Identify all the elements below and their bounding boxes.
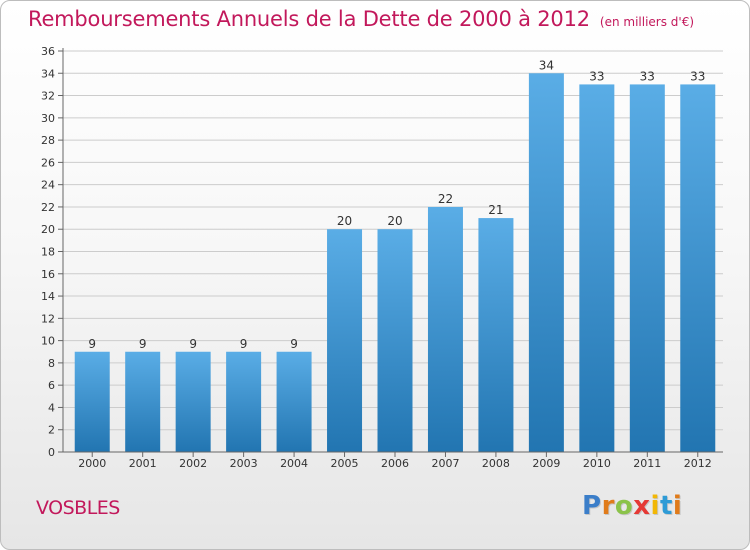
x-tick-label: 2005 [331, 457, 359, 470]
y-tick-label: 4 [48, 401, 55, 414]
bar [276, 351, 312, 452]
x-tick-label: 2008 [482, 457, 510, 470]
bar [175, 351, 211, 452]
bar [377, 229, 413, 452]
y-tick-label: 26 [41, 156, 55, 169]
y-tick-label: 2 [48, 424, 55, 437]
x-tick-label: 2002 [179, 457, 207, 470]
bar [125, 351, 161, 452]
bar [327, 229, 363, 452]
bar [579, 84, 615, 453]
x-tick-label: 2001 [129, 457, 157, 470]
x-tick-label: 2006 [381, 457, 409, 470]
bar-value-label: 22 [438, 192, 453, 206]
logo-letter: o [614, 491, 634, 521]
x-tick-label: 2003 [230, 457, 258, 470]
bar [226, 351, 262, 452]
bar-value-label: 20 [387, 214, 402, 228]
y-tick-label: 28 [41, 134, 55, 147]
y-tick-label: 18 [41, 246, 55, 259]
x-tick-label: 2011 [633, 457, 661, 470]
x-tick-label: 2007 [431, 457, 459, 470]
x-tick-label: 2009 [532, 457, 560, 470]
bar-value-label: 9 [189, 337, 197, 351]
chart-title: Remboursements Annuels de la Dette de 20… [28, 7, 590, 31]
y-tick-label: 6 [48, 379, 55, 392]
bar-value-label: 33 [589, 69, 604, 83]
bar-value-label: 21 [488, 203, 503, 217]
bar-value-label: 33 [690, 69, 705, 83]
y-tick-label: 22 [41, 201, 55, 214]
logo-letter: i [650, 491, 660, 521]
bar [74, 351, 110, 452]
bar-value-label: 9 [139, 337, 147, 351]
y-tick-label: 12 [41, 312, 55, 325]
y-tick-label: 30 [41, 112, 55, 125]
logo-letter: t [659, 491, 673, 521]
bar [528, 73, 564, 453]
y-tick-label: 14 [41, 290, 55, 303]
logo-letter: i [672, 491, 683, 521]
bar-value-label: 20 [337, 214, 352, 228]
bar [680, 84, 716, 453]
bar-value-label: 34 [539, 58, 554, 72]
bar-layer: 9 9 9 9 9 20 20 22 21 34 33 33 33 [74, 58, 716, 453]
bar [629, 84, 665, 453]
commune-name: VOSBLES [36, 497, 120, 519]
x-tick-label: 2004 [280, 457, 308, 470]
bar [478, 218, 514, 452]
bar [427, 206, 463, 452]
bar-value-label: 9 [290, 337, 298, 351]
logo-letter: x [633, 491, 651, 521]
y-tick-label: 20 [41, 223, 55, 236]
y-tick-label: 34 [41, 67, 55, 80]
y-tick-label: 24 [41, 179, 55, 192]
y-tick-label: 0 [48, 446, 55, 459]
proxiti-logo: Proxiti [582, 491, 682, 521]
y-tick-label: 32 [41, 90, 55, 103]
x-tick-label: 2012 [684, 457, 712, 470]
bar-value-label: 33 [640, 69, 655, 83]
y-tick-label: 36 [41, 45, 55, 58]
x-tick-label: 2000 [78, 457, 106, 470]
logo-letter: r [601, 491, 615, 521]
bar-value-label: 9 [240, 337, 248, 351]
title-line: Remboursements Annuels de la Dette de 20… [28, 7, 694, 31]
y-tick-label: 8 [48, 357, 55, 370]
y-tick-label: 10 [41, 335, 55, 348]
y-tick-label: 16 [41, 268, 55, 281]
logo-letter: P [582, 491, 602, 521]
bar-value-label: 9 [88, 337, 96, 351]
x-tick-label: 2010 [583, 457, 611, 470]
chart-subtitle: (en milliers d'€) [599, 15, 695, 29]
